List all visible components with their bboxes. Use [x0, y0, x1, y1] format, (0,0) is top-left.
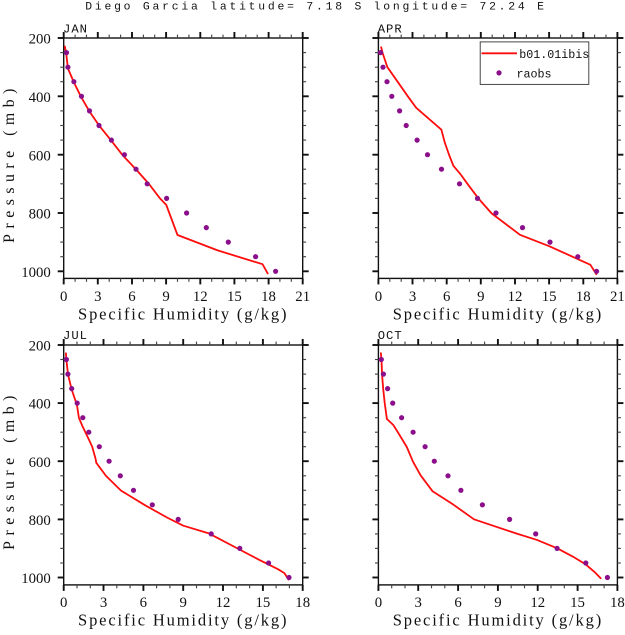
svg-text:18: 18 [576, 289, 591, 305]
svg-text:0: 0 [375, 289, 382, 305]
svg-text:Specific Humidity (g/kg): Specific Humidity (g/kg) [393, 305, 603, 324]
svg-text:15: 15 [570, 595, 585, 611]
svg-text:1000: 1000 [21, 571, 51, 587]
svg-text:800: 800 [29, 513, 51, 529]
svg-text:21: 21 [610, 289, 625, 305]
svg-text:800: 800 [29, 207, 51, 223]
svg-text:200: 200 [29, 32, 51, 48]
svg-text:Pressure (mb): Pressure (mb) [1, 83, 18, 243]
svg-text:18: 18 [295, 595, 310, 611]
svg-text:400: 400 [29, 90, 51, 106]
svg-text:9: 9 [162, 289, 169, 305]
svg-text:3: 3 [409, 289, 416, 305]
svg-text:Specific Humidity (g/kg): Specific Humidity (g/kg) [78, 611, 288, 630]
svg-text:12: 12 [216, 595, 231, 611]
svg-text:3: 3 [100, 595, 107, 611]
svg-text:12: 12 [530, 595, 545, 611]
svg-text:Pressure (mb): Pressure (mb) [1, 390, 18, 550]
svg-text:3: 3 [415, 595, 422, 611]
svg-text:raobs: raobs [517, 67, 552, 81]
svg-text:9: 9 [494, 595, 501, 611]
svg-text:15: 15 [542, 289, 557, 305]
svg-text:9: 9 [179, 595, 186, 611]
svg-text:400: 400 [29, 397, 51, 413]
svg-text:18: 18 [610, 595, 625, 611]
svg-text:12: 12 [193, 289, 208, 305]
svg-text:0: 0 [60, 289, 67, 305]
svg-text:15: 15 [227, 289, 242, 305]
svg-text:6: 6 [454, 595, 461, 611]
svg-text:6: 6 [140, 595, 147, 611]
svg-text:3: 3 [94, 289, 101, 305]
svg-text:600: 600 [29, 148, 51, 164]
svg-text:200: 200 [29, 339, 51, 355]
svg-text:1000: 1000 [21, 265, 51, 281]
svg-text:JUL: JUL [63, 329, 88, 343]
svg-text:JAN: JAN [63, 22, 88, 36]
svg-text:APR: APR [378, 22, 403, 36]
svg-text:600: 600 [29, 455, 51, 471]
svg-text:0: 0 [375, 595, 382, 611]
svg-text:OCT: OCT [378, 329, 403, 343]
svg-text:12: 12 [508, 289, 523, 305]
svg-text:Specific Humidity (g/kg): Specific Humidity (g/kg) [78, 305, 288, 324]
svg-text:0: 0 [60, 595, 67, 611]
svg-text:15: 15 [255, 595, 270, 611]
svg-text:9: 9 [477, 289, 484, 305]
svg-text:Diego Garcia latitude= 7.18 S: Diego Garcia latitude= 7.18 S longitude=… [85, 2, 547, 14]
svg-text:6: 6 [443, 289, 450, 305]
svg-text:6: 6 [128, 289, 135, 305]
svg-text:18: 18 [261, 289, 276, 305]
svg-text:21: 21 [295, 289, 310, 305]
svg-text:Specific Humidity (g/kg): Specific Humidity (g/kg) [393, 611, 603, 630]
svg-text:b01.01ibis: b01.01ibis [519, 48, 589, 62]
